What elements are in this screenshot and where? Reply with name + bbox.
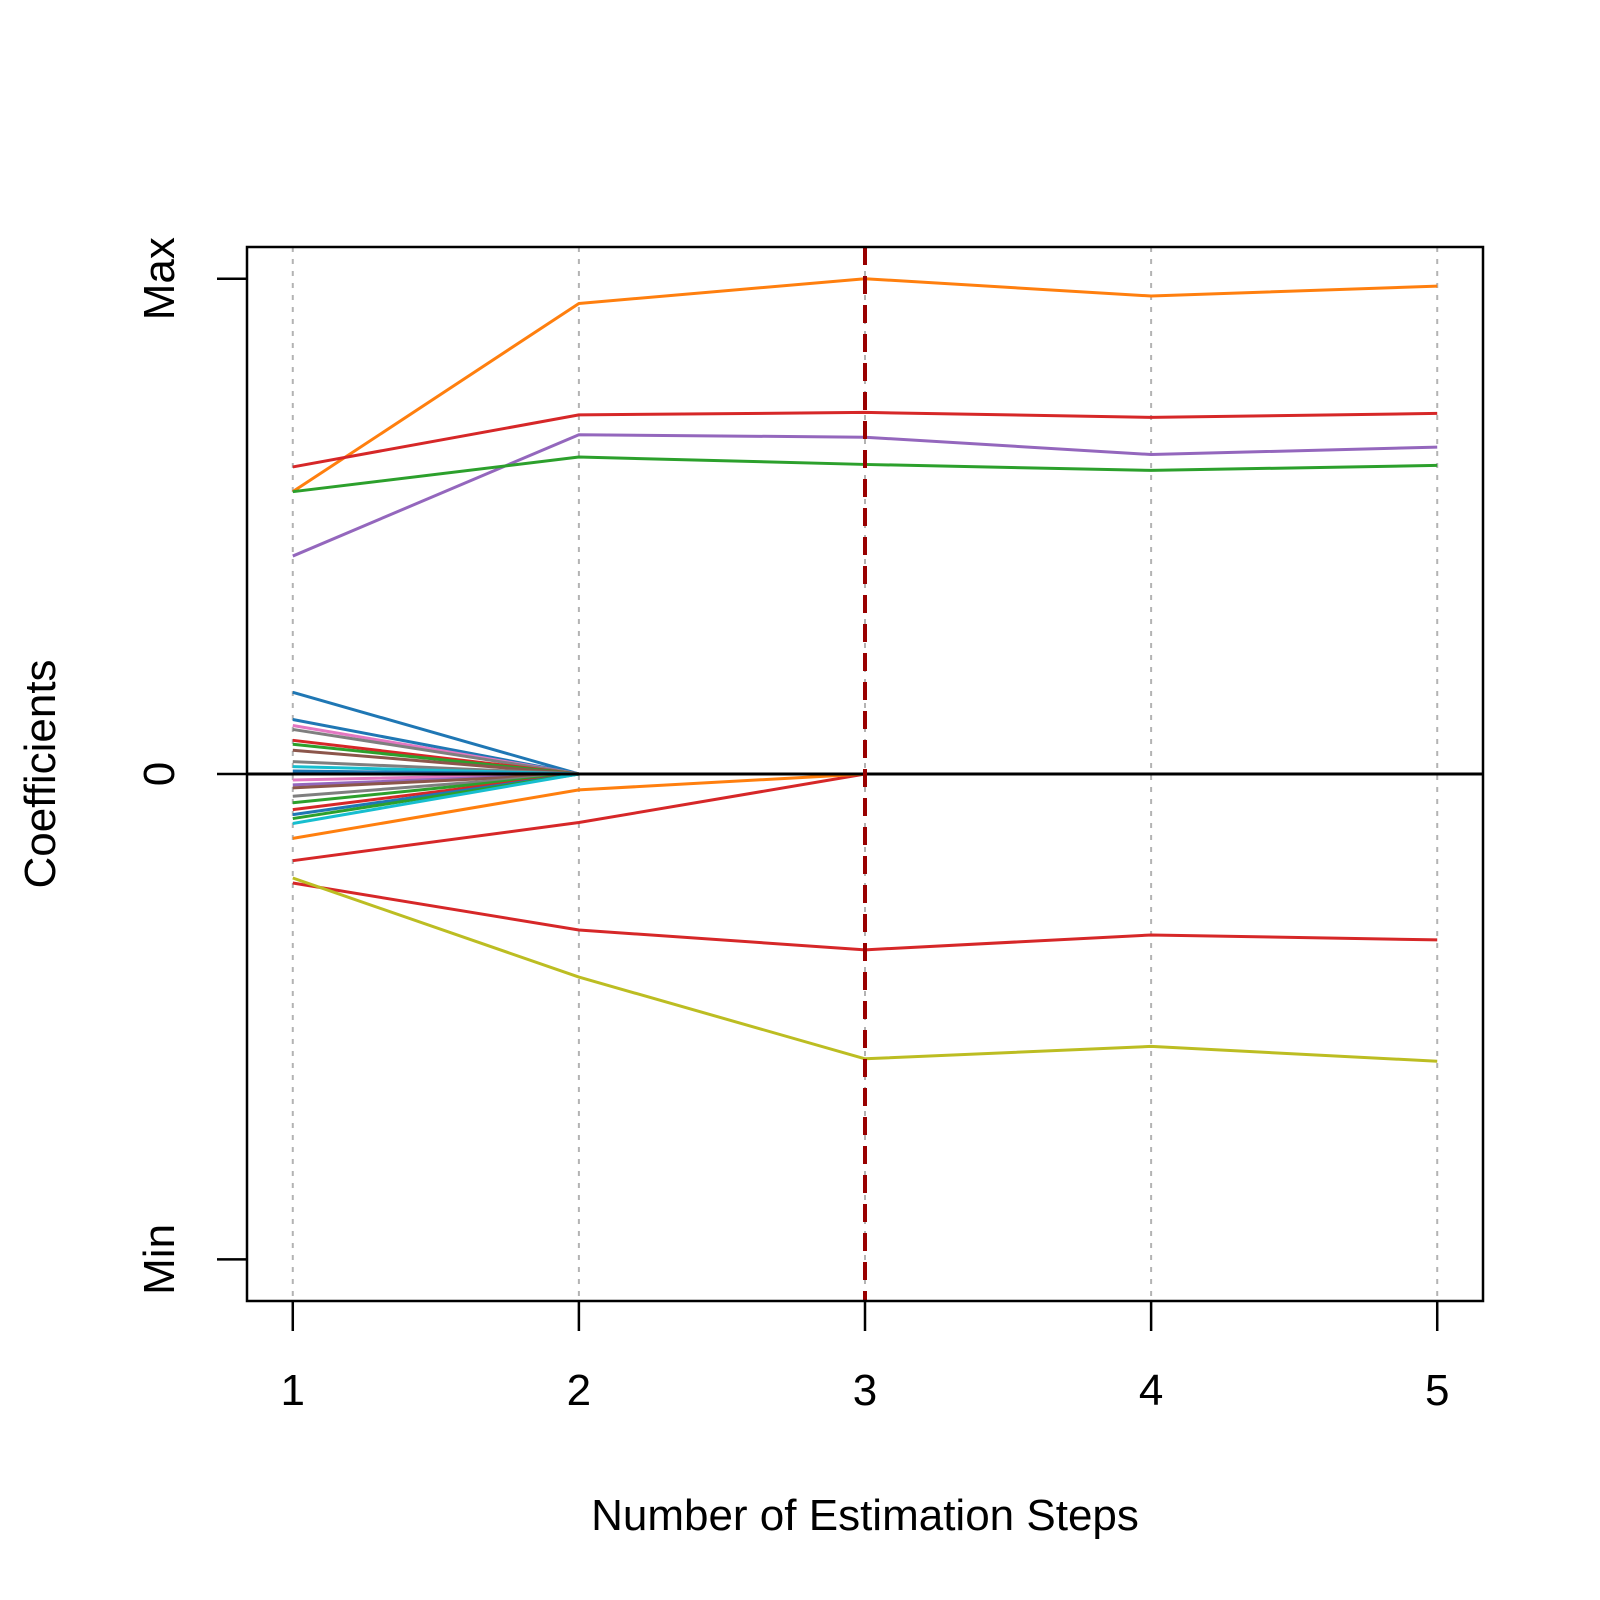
- series-line: [292, 410, 1438, 469]
- y-tick-label: 0: [135, 762, 184, 786]
- x-tick-label: 5: [1425, 1366, 1449, 1415]
- y-axis-title: Coefficients: [16, 659, 65, 888]
- y-tick-label: Min: [135, 1224, 184, 1295]
- series-line: [292, 876, 1438, 1063]
- y-axis: Max 0 Min: [135, 237, 247, 1295]
- x-axis: 1 2 3 4 5: [281, 1301, 1449, 1415]
- x-tick-label: 2: [567, 1366, 591, 1415]
- y-tick-label: Max: [135, 237, 184, 320]
- x-tick-label: 4: [1139, 1366, 1163, 1415]
- x-axis-title: Number of Estimation Steps: [591, 1491, 1139, 1540]
- x-tick-label: 1: [281, 1366, 305, 1415]
- x-tick-label: 3: [853, 1366, 877, 1415]
